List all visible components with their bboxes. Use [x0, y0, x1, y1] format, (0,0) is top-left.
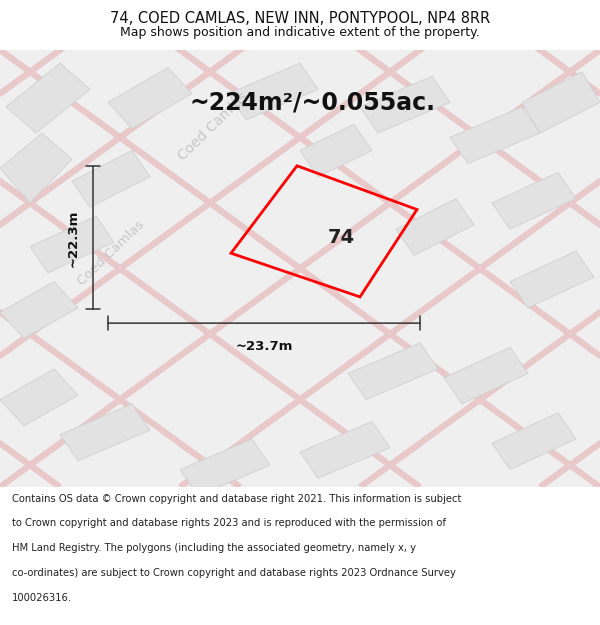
- Polygon shape: [450, 107, 540, 164]
- Text: 74, COED CAMLAS, NEW INN, PONTYPOOL, NP4 8RR: 74, COED CAMLAS, NEW INN, PONTYPOOL, NP4…: [110, 11, 490, 26]
- Polygon shape: [510, 251, 594, 308]
- Text: Coed Camlas: Coed Camlas: [175, 89, 251, 163]
- Text: ~224m²/~0.055ac.: ~224m²/~0.055ac.: [189, 91, 435, 114]
- Text: Coed Camlas: Coed Camlas: [75, 218, 147, 288]
- Polygon shape: [60, 404, 150, 461]
- Polygon shape: [6, 63, 90, 133]
- Polygon shape: [492, 173, 576, 229]
- Polygon shape: [228, 63, 318, 120]
- Text: ~23.7m: ~23.7m: [235, 340, 293, 352]
- Polygon shape: [0, 133, 72, 203]
- Text: 100026316.: 100026316.: [12, 593, 72, 603]
- Polygon shape: [0, 282, 78, 338]
- Polygon shape: [444, 347, 528, 404]
- Polygon shape: [0, 369, 78, 426]
- Polygon shape: [180, 439, 270, 496]
- Polygon shape: [396, 199, 474, 256]
- Polygon shape: [108, 68, 192, 129]
- Polygon shape: [300, 124, 372, 177]
- Polygon shape: [30, 216, 114, 273]
- Text: to Crown copyright and database rights 2023 and is reproduced with the permissio: to Crown copyright and database rights 2…: [12, 518, 446, 528]
- Polygon shape: [300, 421, 390, 478]
- Polygon shape: [0, 50, 600, 487]
- Text: ~22.3m: ~22.3m: [67, 209, 80, 267]
- Text: co-ordinates) are subject to Crown copyright and database rights 2023 Ordnance S: co-ordinates) are subject to Crown copyr…: [12, 568, 456, 578]
- Polygon shape: [492, 412, 576, 469]
- Polygon shape: [348, 342, 438, 399]
- Polygon shape: [522, 72, 600, 133]
- Text: HM Land Registry. The polygons (including the associated geometry, namely x, y: HM Land Registry. The polygons (includin…: [12, 543, 416, 553]
- Text: Map shows position and indicative extent of the property.: Map shows position and indicative extent…: [120, 26, 480, 39]
- Polygon shape: [72, 151, 150, 208]
- Polygon shape: [360, 76, 450, 133]
- Text: 74: 74: [328, 228, 355, 248]
- Text: Contains OS data © Crown copyright and database right 2021. This information is : Contains OS data © Crown copyright and d…: [12, 494, 461, 504]
